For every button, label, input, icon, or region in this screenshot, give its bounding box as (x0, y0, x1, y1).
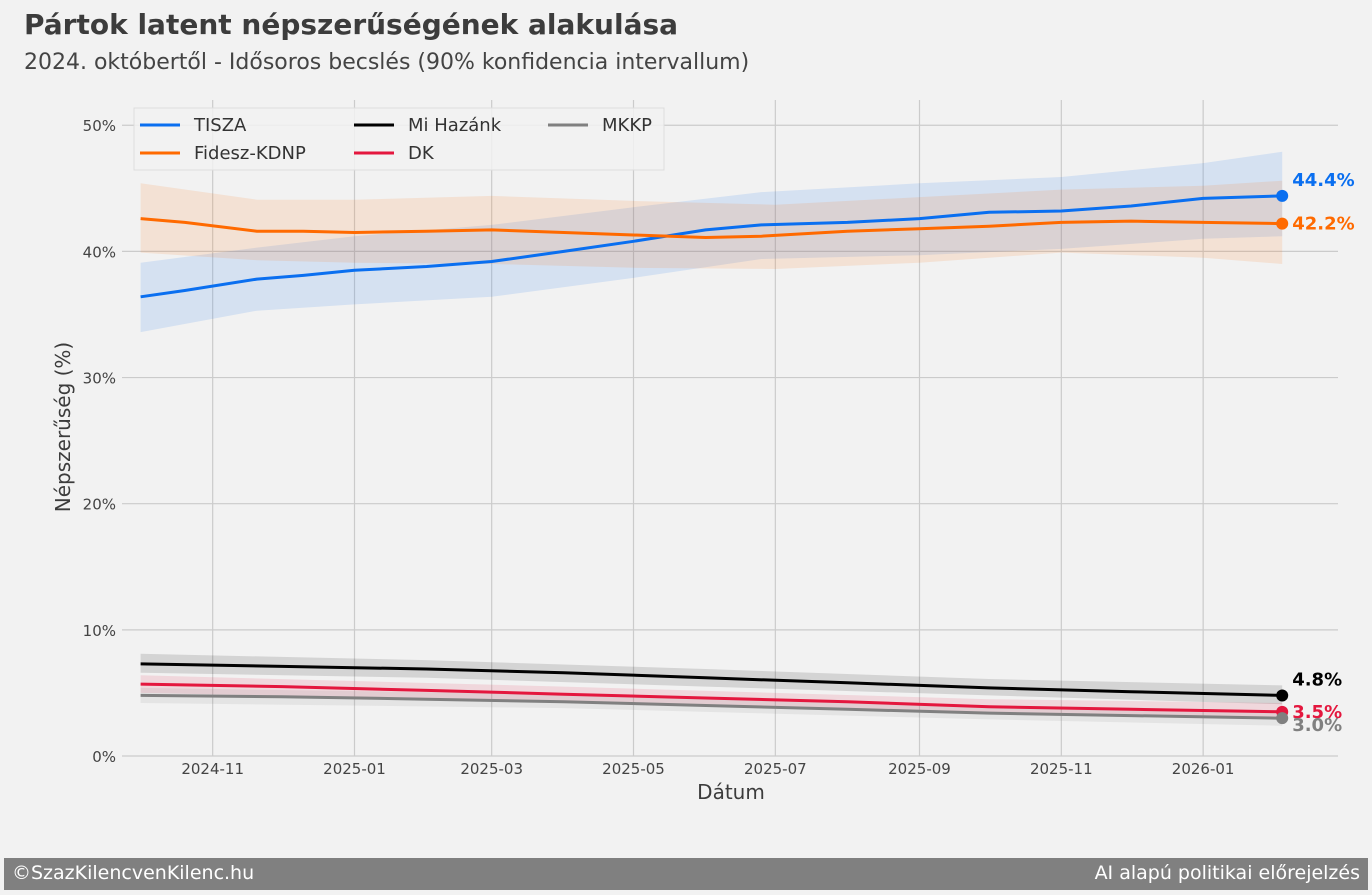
confidence-band-tisza (140, 151, 1283, 333)
end-label-tisza: 44.4% (1292, 170, 1354, 191)
x-tick-label: 2026-01 (1172, 760, 1235, 778)
x-tick-label: 2025-07 (744, 760, 807, 778)
y-tick-label: 40% (83, 243, 116, 261)
y-tick-label: 50% (83, 117, 116, 135)
end-label-mi-haz-nk: 4.8% (1292, 669, 1342, 690)
end-label-fidesz-kdnp: 42.2% (1292, 214, 1354, 235)
legend-label-dk: DK (408, 143, 435, 164)
y-tick-label: 0% (92, 748, 116, 766)
x-tick-label: 2025-01 (323, 760, 386, 778)
y-tick-label: 10% (83, 622, 116, 640)
y-tick-label: 20% (83, 496, 116, 514)
tick-labels: 0% 10% 20% 30% 40% 50% 2024-11 2025-01 2025-03 20… (83, 117, 1235, 778)
series-line-mi-haz-nk (140, 662, 1283, 697)
end-label-dk: 3.5% (1292, 702, 1342, 723)
y-axis-label: Népszerűség (%) (51, 342, 75, 512)
x-tick-label: 2025-05 (602, 760, 665, 778)
legend-label-mi-haz-nk: Mi Hazánk (408, 115, 502, 136)
end-marker-fidesz-kdnp (1276, 217, 1289, 230)
legend-label-mkkp: MKKP (602, 115, 652, 136)
confidence-band-fidesz-kdnp (140, 180, 1283, 269)
footer-bar: ©SzazKilencvenKilenc.hu AI alapú politik… (4, 858, 1368, 890)
chart-title: Pártok latent népszerűségének alakulása (24, 8, 679, 41)
legend-label-tisza: TISZA (193, 115, 247, 136)
legend-label-fidesz-kdnp: Fidesz-KDNP (194, 143, 306, 164)
x-tick-label: 2025-03 (460, 760, 523, 778)
line-chart: 0% 10% 20% 30% 40% 50% 2024-11 2025-01 2025-03 20… (51, 100, 1355, 804)
chart-subtitle: 2024. októbertől - Idősoros becslés (90%… (24, 50, 750, 75)
x-tick-label: 2024-11 (181, 760, 244, 778)
end-label-mkkp: 3.0% (1292, 715, 1342, 736)
end-marker-mi-haz-nk (1276, 689, 1289, 702)
x-tick-label: 2025-09 (888, 760, 951, 778)
series-lines (140, 189, 1289, 725)
end-marker-tisza (1276, 189, 1289, 202)
legend-box (133, 107, 665, 171)
footer-copyright: ©SzazKilencvenKilenc.hu (12, 862, 255, 884)
end-labels: 44.4% 42.2% 4.8% 3.5%3.0% (1292, 170, 1354, 736)
legend: TISZA Fidesz-KDNP Mi Hazánk DK MKKP (133, 107, 665, 171)
x-tick-label: 2025-11 (1030, 760, 1093, 778)
end-marker-mkkp (1276, 712, 1289, 725)
y-tick-label: 30% (83, 370, 116, 388)
x-axis-label: Dátum (697, 780, 765, 804)
series-line-fidesz-kdnp (140, 217, 1283, 239)
series-line-dk (140, 682, 1283, 714)
series-line-mkkp (140, 693, 1283, 720)
footer-tagline: AI alapú politikai előrejelzés (1094, 862, 1360, 884)
